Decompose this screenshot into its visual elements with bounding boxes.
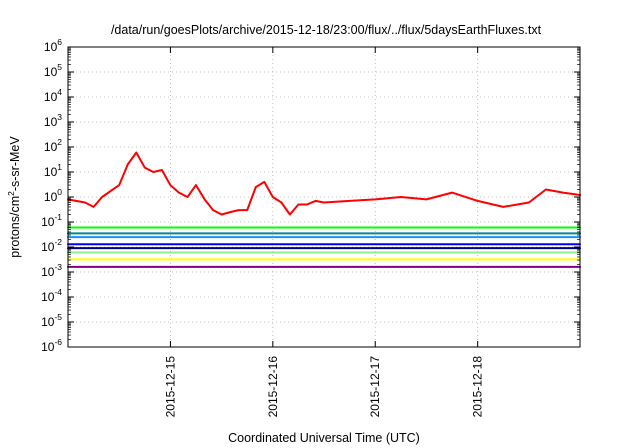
y-tick-label-base: 10: [44, 90, 58, 104]
y-tick-label: 10-3: [41, 262, 62, 279]
y-tick-label-base: 10: [44, 165, 58, 179]
y-tick-label-base: 10: [41, 240, 55, 254]
y-tick-label: 10-5: [41, 312, 62, 329]
y-tick-label-exp: -2: [54, 237, 62, 247]
y-tick-label-base: 10: [41, 315, 55, 329]
y-tick-label-exp: -3: [54, 262, 62, 272]
chart-title: /data/run/goesPlots/archive/2015-12-18/2…: [111, 23, 542, 37]
y-tick-label-exp: 2: [57, 137, 62, 147]
y-tick-label: 102: [44, 137, 62, 154]
y-ticks: 10610510410310210110010-110-210-310-410-…: [41, 37, 580, 354]
y-tick-label-base: 10: [41, 290, 55, 304]
y-tick-label-exp: 0: [57, 187, 62, 197]
y-tick-label: 10-6: [41, 337, 62, 354]
x-axis-label: Coordinated Universal Time (UTC): [228, 431, 420, 445]
y-tick-label-base: 10: [44, 65, 58, 79]
x-ticks: 2015-12-15 2015-12-16 2015-12-17 2015-12-18: [163, 47, 485, 418]
y-tick-label: 101: [44, 162, 62, 179]
grid-lines: [68, 47, 580, 347]
y-tick-label-base: 10: [44, 190, 58, 204]
y-axis-label-rest: -s-sr-MeV: [8, 136, 22, 192]
y-tick-label: 100: [44, 187, 62, 204]
y-axis-label: protons/cm2-s-sr-MeV: [6, 136, 22, 258]
y-tick-label-base: 10: [41, 215, 55, 229]
y-tick-label-exp: 6: [57, 37, 62, 47]
y-tick-label-exp: 3: [57, 112, 62, 122]
x-tick-label: 2015-12-15: [163, 356, 177, 418]
y-tick-label: 105: [44, 62, 62, 79]
y-tick-label-base: 10: [44, 40, 58, 54]
y-tick-label: 10-2: [41, 237, 62, 254]
y-tick-label-base: 10: [44, 115, 58, 129]
y-tick-label-base: 10: [41, 340, 55, 354]
y-tick-label-exp: 4: [57, 87, 62, 97]
series-lines: [67, 151, 581, 268]
y-tick-label-base: 10: [41, 265, 55, 279]
y-tick-label-exp: 1: [57, 162, 62, 172]
y-tick-label-exp: -4: [54, 287, 62, 297]
y-tick-label: 10-1: [41, 212, 62, 229]
y-axis-label-base: protons/cm: [8, 196, 22, 258]
series-line-1: [67, 151, 581, 216]
x-tick-label: 2015-12-17: [368, 356, 382, 418]
y-tick-label: 104: [44, 87, 62, 104]
y-axis-label-sup: 2: [6, 191, 16, 196]
y-tick-label-exp: -1: [54, 212, 62, 222]
y-tick-label-base: 10: [44, 140, 58, 154]
y-tick-label: 106: [44, 37, 62, 54]
y-tick-label-exp: 5: [57, 62, 62, 72]
x-tick-label: 2015-12-18: [471, 356, 485, 418]
y-tick-label: 10-4: [41, 287, 62, 304]
y-tick-label-exp: -6: [54, 337, 62, 347]
x-tick-label: 2015-12-16: [266, 356, 280, 418]
y-tick-label: 103: [44, 112, 62, 129]
y-tick-label-exp: -5: [54, 312, 62, 322]
